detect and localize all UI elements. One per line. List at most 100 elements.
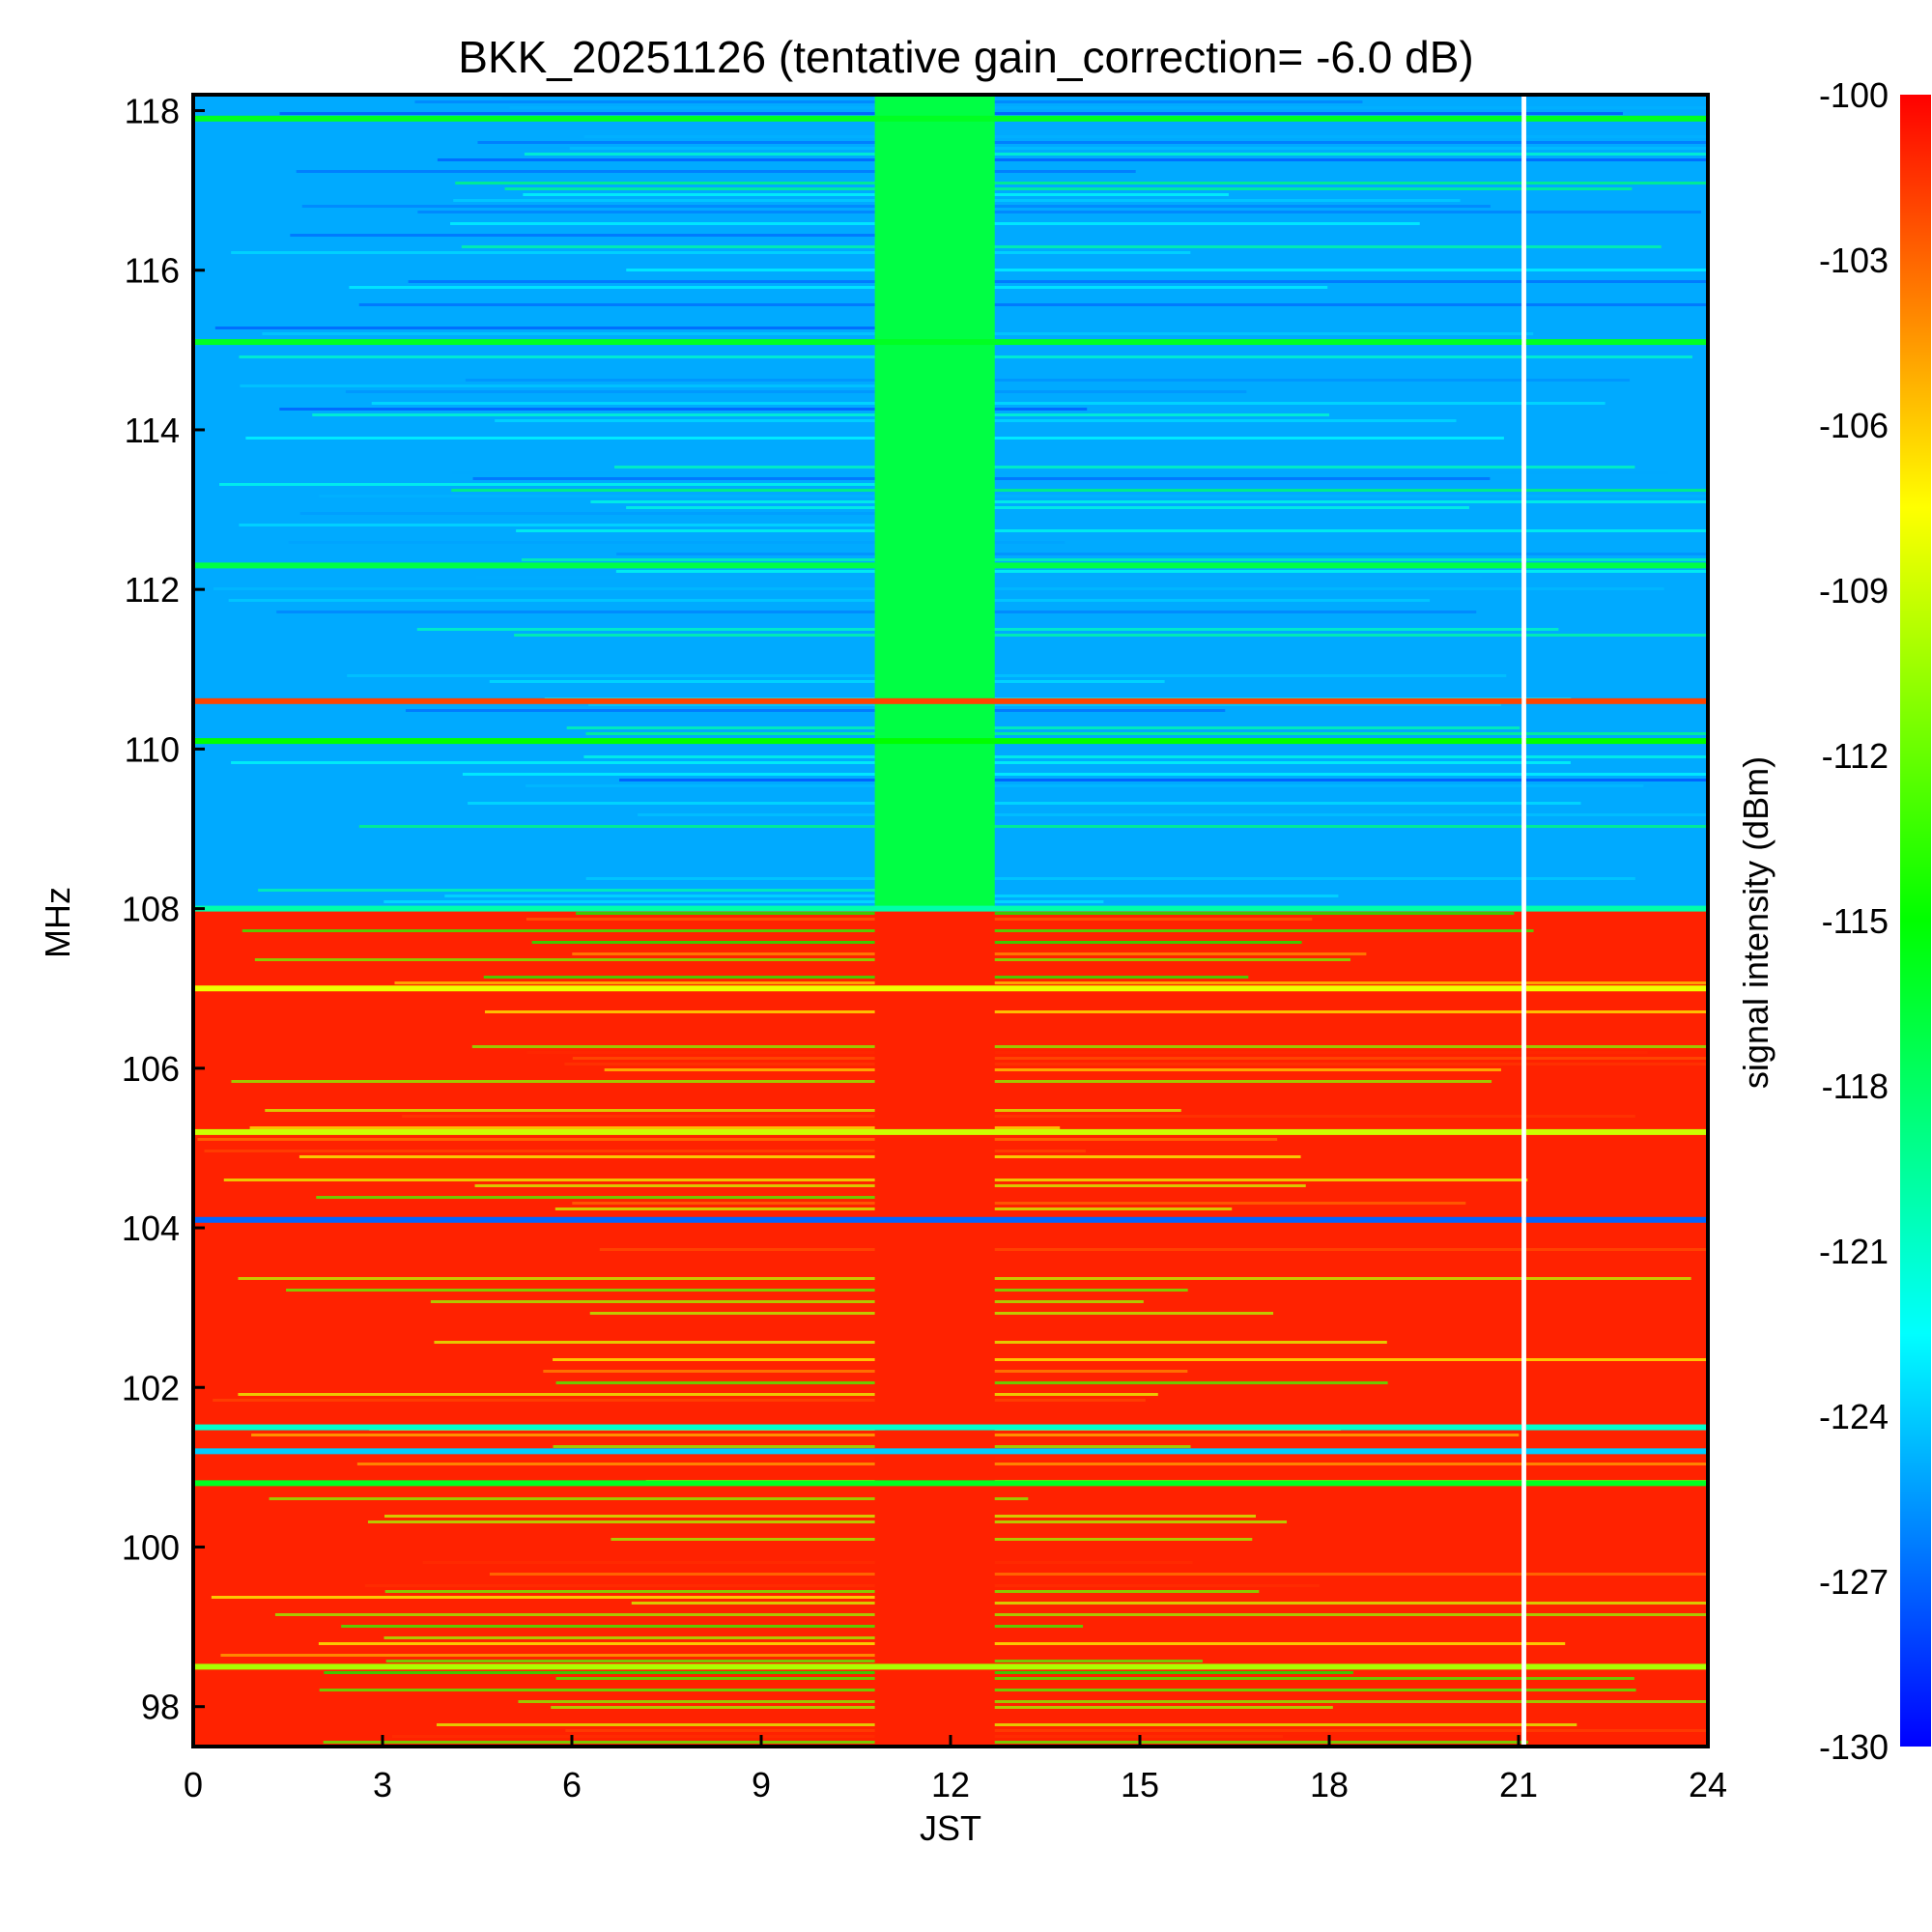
spectrum-stripe bbox=[569, 147, 1708, 150]
y-tick-label: 106 bbox=[122, 1049, 180, 1089]
x-tick-label: 12 bbox=[931, 1765, 970, 1804]
spectrum-stripe bbox=[417, 211, 1702, 213]
colorbar-label: signal intensity (dBm) bbox=[1736, 756, 1776, 1089]
spectrum-stripe bbox=[626, 269, 1708, 271]
x-tick-label: 18 bbox=[1310, 1765, 1349, 1804]
spectrum-stripe bbox=[462, 773, 1708, 776]
spectrum-stripe bbox=[384, 900, 1104, 903]
spectrum-stripe bbox=[516, 529, 1708, 532]
spectrum-stripe bbox=[604, 1068, 1501, 1071]
spectrum-stripe bbox=[290, 234, 930, 237]
spectrum-stripe bbox=[471, 1045, 1708, 1048]
y-tick-label: 118 bbox=[125, 92, 180, 131]
spectrum-stripe bbox=[254, 958, 1350, 961]
colorbar bbox=[1900, 95, 1931, 1747]
spectrum-stripe bbox=[564, 1063, 1708, 1065]
spectrum-stripe bbox=[468, 802, 1581, 805]
x-tick-label: 3 bbox=[373, 1765, 392, 1804]
spectrum-stripe bbox=[296, 170, 1136, 173]
spectrum-stripe bbox=[384, 1515, 1256, 1518]
spectrum-stripe bbox=[509, 106, 1708, 109]
spectrum-stripe bbox=[239, 524, 919, 526]
spectrum-stripe bbox=[585, 732, 1708, 735]
spectrum-stripe bbox=[455, 182, 1708, 185]
plot-area bbox=[193, 95, 1708, 1747]
frequency-line bbox=[193, 1448, 1708, 1455]
spectrum-stripe bbox=[477, 141, 1708, 144]
spectrum-stripe bbox=[204, 1150, 1086, 1152]
frequency-line bbox=[193, 1663, 1708, 1670]
spectrum-stripe bbox=[585, 877, 1635, 880]
spectrum-stripe bbox=[324, 1671, 1353, 1674]
spectrum-stripe bbox=[298, 1155, 1301, 1158]
spectrum-stripe bbox=[220, 1654, 957, 1657]
y-tick-label: 108 bbox=[122, 890, 180, 929]
y-axis-ticks: 98 100 102 104 106 108 110 112 114 116 118 bbox=[122, 92, 205, 1727]
spectrum-stripe bbox=[249, 1126, 1061, 1129]
spectrum-stripe bbox=[238, 1393, 1158, 1396]
spectrum-stripe bbox=[555, 1677, 1634, 1680]
colorbar-tick-label: -112 bbox=[1822, 736, 1889, 776]
y-tick-label: 102 bbox=[122, 1368, 180, 1407]
spectrum-stripe bbox=[345, 390, 1247, 393]
spectrum-stripe bbox=[461, 245, 1662, 248]
spectrum-stripe bbox=[572, 1057, 1708, 1060]
spectrum-stripe bbox=[405, 709, 1226, 712]
frequency-line bbox=[193, 905, 1708, 912]
spectrum-stripe bbox=[526, 1051, 1648, 1054]
y-tick-label: 104 bbox=[122, 1208, 180, 1248]
spectrum-stripe bbox=[483, 976, 1249, 979]
spectrum-stripe bbox=[258, 889, 923, 892]
spectrum-stripe bbox=[299, 512, 994, 515]
chart-title: BKK_20251126 (tentative gain_correction=… bbox=[458, 32, 1473, 82]
spectrum-stripe bbox=[231, 251, 1191, 254]
spectrum-stripe bbox=[312, 413, 1330, 416]
spectrum-stripe bbox=[583, 135, 1708, 138]
vertical-band-upper bbox=[874, 95, 995, 909]
spectrum-stripe bbox=[524, 153, 1708, 156]
colorbar-ticks: -100 -103 -106 -109 -112 -115 -118 -121 -124 -127… bbox=[1819, 75, 1889, 1767]
colorbar-tick-label: -103 bbox=[1819, 241, 1889, 280]
spectrum-stripe bbox=[526, 784, 1644, 787]
spectrum-stripe bbox=[219, 483, 895, 486]
spectrum-stripe bbox=[194, 651, 866, 654]
spectrum-stripe bbox=[451, 489, 1708, 492]
spectrum-stripe bbox=[504, 187, 1633, 190]
spectrum-stripe bbox=[565, 1729, 1708, 1732]
spectrum-stripe bbox=[391, 1735, 1283, 1738]
spectrum-stripe bbox=[385, 1660, 1203, 1662]
spectrum-stripe bbox=[358, 303, 1708, 306]
x-tick-label: 0 bbox=[184, 1765, 203, 1804]
frequency-line bbox=[193, 562, 1708, 569]
frequency-line bbox=[193, 1480, 1708, 1487]
spectrum-stripe bbox=[214, 327, 900, 329]
data-gap-band bbox=[1521, 95, 1526, 1747]
spectrum-stripe bbox=[553, 1358, 1708, 1361]
colorbar-tick-label: -130 bbox=[1819, 1727, 1889, 1767]
y-axis-label: MHz bbox=[38, 887, 77, 958]
spectrum-stripe bbox=[197, 1138, 1278, 1141]
spectrum-stripe bbox=[381, 1457, 1708, 1460]
frequency-line bbox=[193, 738, 1708, 745]
spectrum-stripe bbox=[341, 1625, 1084, 1628]
colorbar-tick-label: -106 bbox=[1819, 406, 1889, 445]
spectrum-stripe bbox=[364, 1584, 1320, 1587]
colorbar-tick-label: -109 bbox=[1819, 571, 1889, 611]
spectrum-stripe bbox=[231, 1080, 1492, 1083]
spectrum-stripe bbox=[213, 1399, 1146, 1402]
spectrum-stripe bbox=[631, 1602, 1708, 1605]
frequency-line bbox=[193, 1128, 1708, 1135]
spectrum-stripe bbox=[590, 500, 1708, 503]
spectrum-stripe bbox=[543, 1370, 1188, 1373]
colorbar-tick-label: -100 bbox=[1819, 75, 1889, 115]
frequency-line bbox=[193, 339, 1708, 346]
spectrum-stripe bbox=[408, 280, 1708, 283]
spectrum-stripe bbox=[626, 506, 1469, 509]
vertical-band-lower bbox=[874, 908, 995, 1747]
spectrum-stripe bbox=[436, 1723, 1577, 1726]
spectrum-stripe bbox=[489, 1573, 1708, 1576]
spectrum-stripe bbox=[356, 1463, 1708, 1465]
spectrum-stripe bbox=[583, 755, 1708, 758]
spectrum-stripe bbox=[319, 495, 1708, 497]
